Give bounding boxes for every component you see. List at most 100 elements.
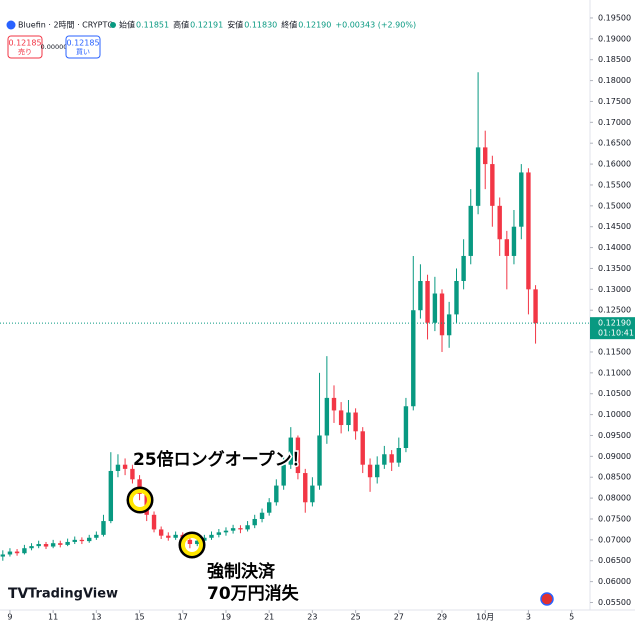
candle-body: [72, 539, 77, 542]
y-tick-label: 0.10000: [598, 410, 631, 419]
candle-body: [7, 551, 13, 555]
candle-body: [439, 293, 445, 336]
symbol-icon: [6, 20, 16, 30]
y-tick-label: 0.14000: [598, 243, 631, 252]
marker-ring: [181, 534, 203, 556]
candle-body: [79, 539, 85, 542]
sell-label: 売り: [18, 47, 32, 56]
candle-body: [166, 535, 171, 538]
candle-body: [281, 464, 286, 486]
y-tick-label: 0.15000: [598, 201, 631, 210]
candle-body: [238, 528, 243, 530]
status-dot: [110, 22, 116, 28]
y-tick-label: 0.05500: [598, 598, 631, 607]
candle-body: [396, 448, 402, 463]
ohlc-label: 高値: [173, 20, 189, 30]
candle-body: [425, 280, 430, 323]
annotation: 25倍ロングオープン！: [133, 449, 309, 470]
candle-body: [468, 205, 473, 256]
candle-body: [108, 470, 114, 522]
candle-body: [533, 289, 538, 324]
candle-body: [490, 164, 495, 206]
candle-body: [346, 412, 351, 426]
candle-body: [317, 435, 322, 486]
spread: 0.00000: [41, 43, 68, 51]
marker-ring: [129, 489, 151, 511]
candle-body: [151, 514, 157, 530]
y-tick-label: 0.19000: [598, 34, 631, 43]
y-tick-label: 0.07000: [598, 535, 631, 544]
candle-body: [14, 551, 20, 554]
candle-body: [324, 397, 330, 436]
candle-body: [483, 147, 488, 165]
price-label: 0.12190: [598, 319, 631, 328]
x-tick-label: 21: [264, 613, 274, 622]
candle-body: [382, 454, 387, 465]
buy-label: 買い: [76, 48, 90, 56]
y-tick-label: 0.11500: [598, 347, 631, 356]
candle-body: [173, 534, 178, 538]
y-tick-label: 0.06000: [598, 577, 631, 586]
candle-body: [245, 525, 250, 530]
candle-body: [353, 412, 358, 432]
buy-button[interactable]: [65, 35, 101, 59]
x-tick-label: 25: [351, 613, 361, 622]
y-tick-label: 0.06500: [598, 556, 631, 565]
y-tick-label: 0.16000: [598, 160, 631, 169]
x-tick-label: 27: [394, 613, 404, 622]
y-tick-label: 0.14500: [598, 222, 631, 231]
candle-body: [475, 147, 481, 206]
y-tick-label: 0.11000: [598, 368, 631, 377]
y-tick-label: 0.09000: [598, 452, 631, 461]
candle-body: [230, 528, 236, 531]
candle-body: [331, 397, 337, 411]
candle-body: [36, 544, 41, 547]
candle-body: [338, 410, 344, 426]
y-tick-label: 0.16500: [598, 139, 631, 148]
x-tick-label: 19: [221, 613, 231, 622]
x-tick-label: 9: [7, 613, 12, 622]
change: +0.00343 (+2.90%): [335, 21, 416, 30]
candle-body: [446, 314, 452, 336]
candle-body: [288, 437, 293, 465]
candle-body: [367, 464, 373, 478]
ohlc: 始値 0.11851 高値 0.12191 安値 0.11830 終値 0.12190 +0.0…: [119, 20, 416, 30]
ohlc-label: 終値: [281, 20, 297, 30]
x-tick-label: 5: [569, 613, 574, 622]
x-tick-label: 11: [48, 613, 58, 622]
x-tick-label: 10月: [476, 613, 494, 622]
candle-body: [101, 521, 106, 535]
y-tick-label: 0.17000: [598, 118, 631, 127]
candle-body: [202, 537, 207, 541]
candle-body: [216, 532, 222, 535]
ohlc-label: 安値: [227, 20, 243, 30]
candle-body: [389, 454, 394, 463]
sell-button[interactable]: [7, 35, 43, 59]
candle-body: [209, 534, 214, 538]
x-tick-label: 23: [307, 613, 317, 622]
x-tick-label: 15: [134, 613, 144, 622]
y-tick-label: 0.18000: [598, 76, 631, 85]
y-tick-label: 0.08000: [598, 494, 631, 503]
candle-body: [461, 255, 466, 281]
candle-body: [43, 544, 49, 547]
candle-body: [259, 512, 265, 519]
event-flag[interactable]: [540, 592, 554, 606]
x-tick-label: 17: [178, 613, 188, 622]
logo: TradingView: [28, 587, 118, 602]
candle-body: [94, 534, 99, 538]
symbol: Bluefin · 2時間 · CRYPTO: [18, 21, 114, 30]
ohlc-value: 0.12190: [298, 21, 331, 30]
ohlc-label: 始値: [119, 20, 135, 30]
ohlc-value: 0.12191: [190, 21, 223, 30]
candle-body: [411, 310, 416, 407]
y-tick-label: 0.09500: [598, 431, 631, 440]
candle-body: [50, 543, 56, 547]
candle-body: [187, 539, 193, 545]
candle-body: [511, 226, 517, 256]
marker-ring: [126, 486, 154, 514]
candle-body: [122, 464, 128, 469]
x-tick-label: 3: [526, 613, 531, 622]
